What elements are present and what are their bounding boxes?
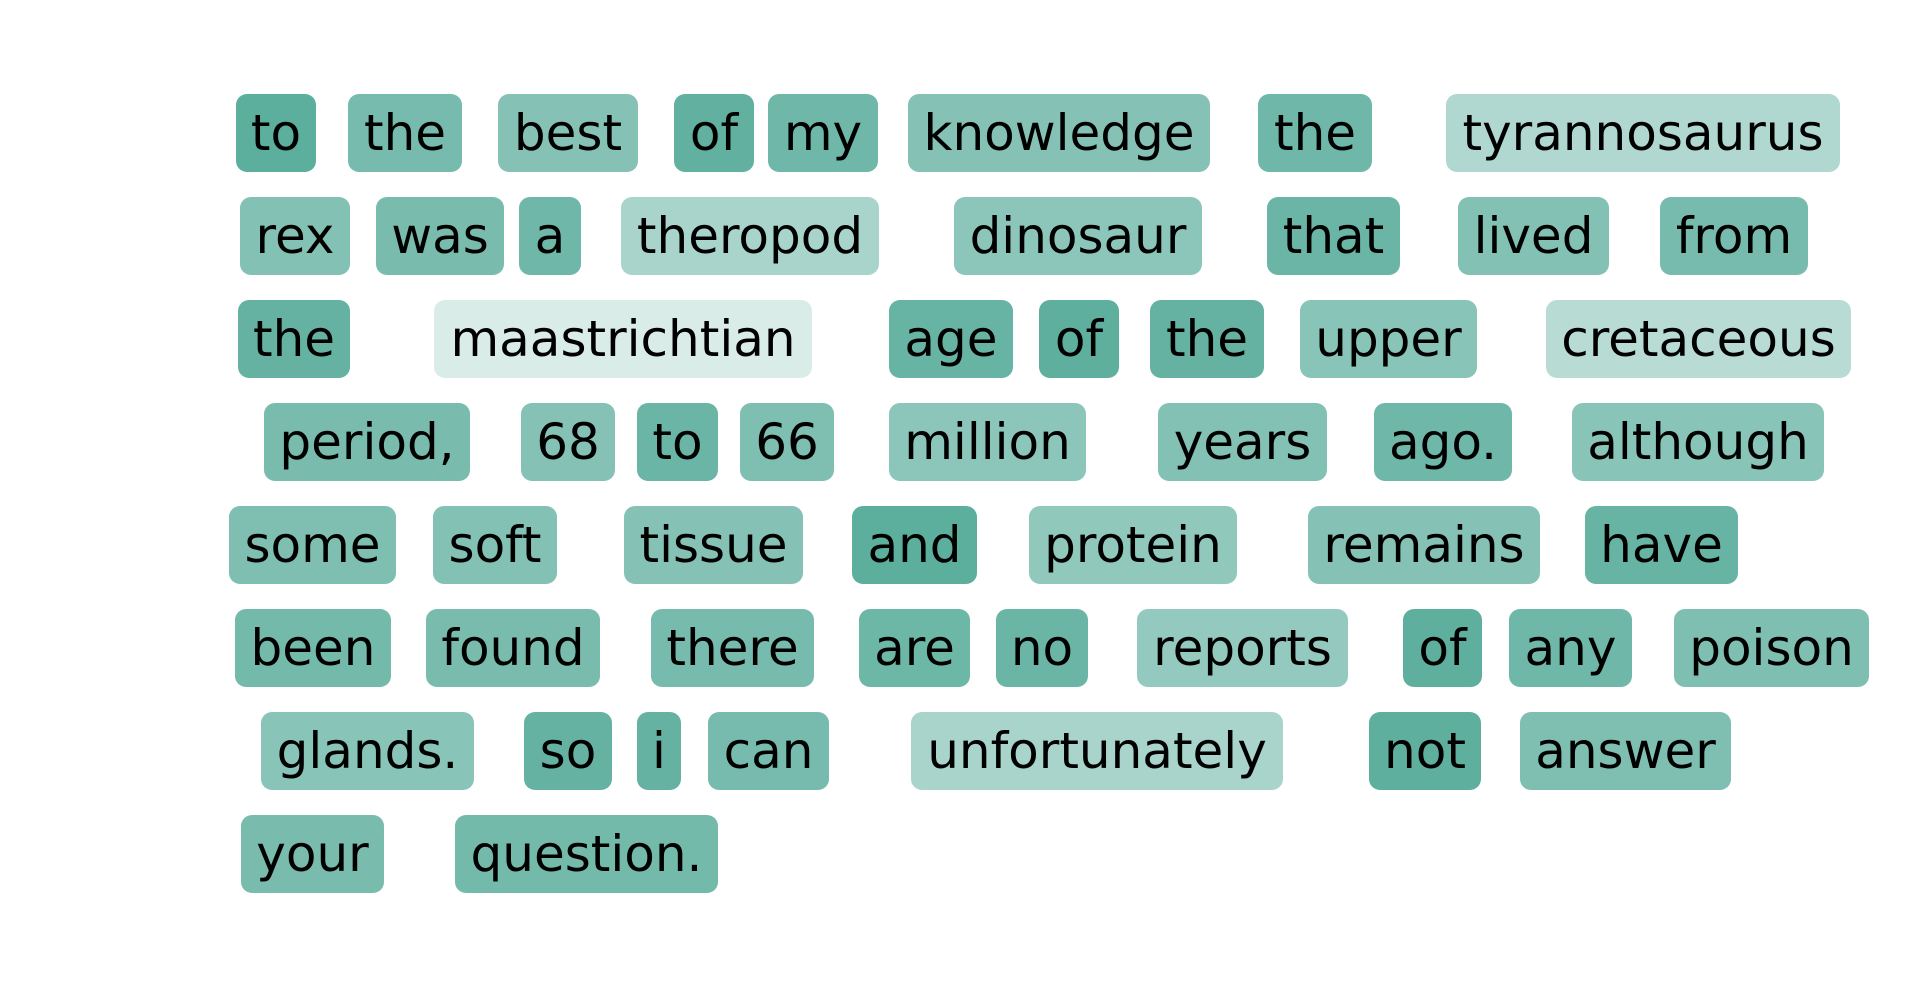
token-highlight: question.: [455, 815, 718, 893]
token-highlight: there: [651, 609, 814, 687]
token-highlight: so: [524, 712, 612, 790]
token-highlight: upper: [1300, 300, 1477, 378]
token-highlight: been: [235, 609, 391, 687]
token-highlight: tissue: [624, 506, 803, 584]
token-highlight: age: [889, 300, 1013, 378]
token-highlight: my: [768, 94, 878, 172]
token-highlight: the: [238, 300, 350, 378]
token-highlight: can: [708, 712, 829, 790]
token-highlight: dinosaur: [954, 197, 1202, 275]
token-highlight: i: [637, 712, 681, 790]
token-highlight: maastrichtian: [434, 300, 812, 378]
token-highlight: to: [637, 403, 718, 481]
token-highlight: protein: [1029, 506, 1237, 584]
token-highlight: tyrannosaurus: [1446, 94, 1840, 172]
token-highlight: found: [426, 609, 600, 687]
token-highlight: 68: [521, 403, 615, 481]
token-highlight: from: [1660, 197, 1808, 275]
token-highlight: of: [674, 94, 754, 172]
token-highlight: the: [1150, 300, 1264, 378]
token-highlight: period,: [264, 403, 470, 481]
token-highlight: soft: [433, 506, 557, 584]
token-highlight: answer: [1520, 712, 1731, 790]
token-highlight: to: [236, 94, 316, 172]
token-highlight: that: [1267, 197, 1400, 275]
token-highlight: not: [1369, 712, 1481, 790]
token-highlight: million: [889, 403, 1086, 481]
token-highlight: a: [519, 197, 581, 275]
token-highlight: remains: [1308, 506, 1540, 584]
token-highlight: best: [498, 94, 638, 172]
token-highlight: any: [1509, 609, 1632, 687]
token-highlight: poison: [1674, 609, 1869, 687]
token-highlight: knowledge: [908, 94, 1210, 172]
token-highlight: the: [348, 94, 462, 172]
token-highlight: unfortunately: [911, 712, 1283, 790]
token-highlight: have: [1585, 506, 1738, 584]
token-highlight: some: [229, 506, 396, 584]
token-highlight: your: [241, 815, 384, 893]
token-highlight: are: [859, 609, 970, 687]
token-highlight: reports: [1137, 609, 1348, 687]
token-highlight: of: [1039, 300, 1119, 378]
token-highlight: although: [1572, 403, 1824, 481]
token-highlight: no: [996, 609, 1088, 687]
token-highlight: years: [1158, 403, 1327, 481]
token-highlight: lived: [1458, 197, 1609, 275]
token-highlight: glands.: [261, 712, 474, 790]
token-highlight: 66: [740, 403, 834, 481]
token-highlight: theropod: [621, 197, 879, 275]
token-highlight: and: [852, 506, 977, 584]
token-highlight: the: [1258, 94, 1372, 172]
token-highlight: cretaceous: [1546, 300, 1851, 378]
token-highlight: was: [376, 197, 504, 275]
token-highlight: of: [1403, 609, 1482, 687]
token-highlight: rex: [240, 197, 350, 275]
token-highlight: ago.: [1374, 403, 1512, 481]
